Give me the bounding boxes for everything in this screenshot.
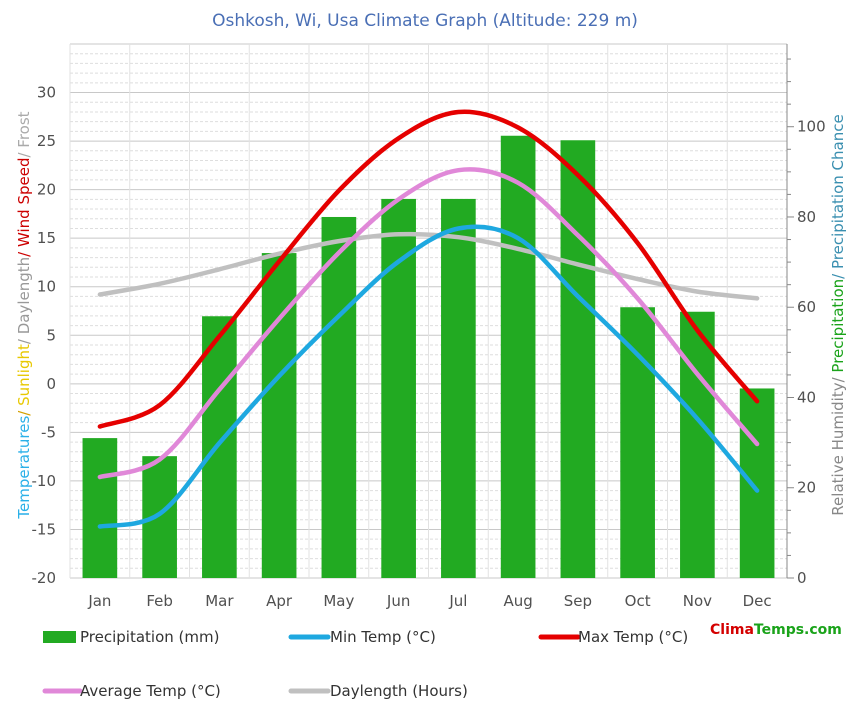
x-tick-label-jan: Jan: [87, 592, 111, 610]
legend-label-min-temp: Min Temp (°C): [330, 628, 436, 646]
legend-item-min-temp: Min Temp (°C): [288, 628, 436, 646]
x-tick-label-nov: Nov: [683, 592, 712, 610]
chart-title: Oshkosh, Wi, Usa Climate Graph (Altitude…: [212, 11, 638, 31]
x-tick-label-feb: Feb: [146, 592, 173, 610]
precipitation-bar-jan: [82, 438, 118, 578]
right-tick-label: 60: [797, 298, 816, 316]
precipitation-bars: [82, 135, 775, 578]
legend-swatch-precipitation: [43, 631, 76, 643]
x-tick-label-apr: Apr: [266, 592, 293, 610]
right-axis-label: Relative Humidity/ Precipitation/ Precip…: [829, 114, 847, 515]
left-tick-label: -5: [41, 423, 56, 441]
legend-item-daylength: Daylength (Hours): [288, 682, 468, 700]
axes: -20 -15 -10 -5 0 5 10 15 20 25 30 0 20 40 60 80 100 Jan Fe…: [32, 44, 826, 610]
legend-label-daylength: Daylength (Hours): [330, 682, 468, 700]
precipitation-bar-aug: [500, 135, 536, 578]
left-tick-label: 30: [37, 84, 56, 102]
right-tick-label: 0: [797, 569, 807, 587]
x-tick-label-sep: Sep: [564, 592, 592, 610]
legend-label-avg-temp: Average Temp (°C): [80, 682, 221, 700]
precipitation-bar-jul: [441, 198, 476, 578]
precipitation-bar-oct: [620, 307, 655, 578]
x-tick-label-jun: Jun: [386, 592, 410, 610]
left-axis-label: Temperatures/ Sunlight/ Daylength/ Wind …: [15, 111, 33, 519]
right-tick-label: 100: [797, 118, 826, 136]
left-tick-label: 10: [37, 278, 56, 296]
left-tick-label: 15: [37, 229, 56, 247]
left-tick-label: -15: [32, 520, 57, 538]
left-tick-label: 0: [46, 375, 56, 393]
x-tick-label-may: May: [323, 592, 354, 610]
min-temp-line: [97, 224, 760, 529]
x-tick-label-aug: Aug: [503, 592, 532, 610]
left-tick-label: 25: [37, 132, 56, 150]
right-tick-label: 40: [797, 388, 816, 406]
series-lines: [97, 109, 760, 529]
x-tick-label-mar: Mar: [205, 592, 234, 610]
precipitation-bar-feb: [142, 456, 177, 578]
precipitation-bar-may: [321, 216, 357, 578]
x-tick-label-dec: Dec: [743, 592, 772, 610]
legend-item-max-temp: Max Temp (°C): [538, 628, 688, 646]
left-tick-label: 5: [46, 326, 56, 344]
x-tick-label-oct: Oct: [625, 592, 651, 610]
legend: Precipitation (mm) Min Temp (°C) Max Tem…: [42, 628, 688, 700]
legend-label-max-temp: Max Temp (°C): [578, 628, 688, 646]
left-tick-label: -10: [32, 472, 57, 490]
max-temp-line: [97, 109, 760, 429]
legend-item-avg-temp: Average Temp (°C): [42, 682, 221, 700]
brand-logo: ClimaTemps.com: [710, 622, 842, 638]
left-tick-label: -20: [32, 569, 57, 587]
precipitation-bar-nov: [680, 311, 715, 578]
legend-label-precipitation: Precipitation (mm): [80, 628, 219, 646]
precipitation-bar-mar: [202, 316, 237, 578]
precipitation-bar-sep: [560, 140, 596, 578]
right-tick-label: 80: [797, 208, 816, 226]
x-tick-label-jul: Jul: [448, 592, 467, 610]
legend-item-precipitation: Precipitation (mm): [43, 628, 219, 646]
left-tick-label: 20: [37, 181, 56, 199]
precipitation-bar-jun: [381, 198, 416, 578]
right-tick-label: 20: [797, 479, 816, 497]
avg-temp-line: [97, 167, 760, 480]
daylength-line: [97, 231, 760, 301]
precipitation-bar-dec: [739, 388, 775, 578]
